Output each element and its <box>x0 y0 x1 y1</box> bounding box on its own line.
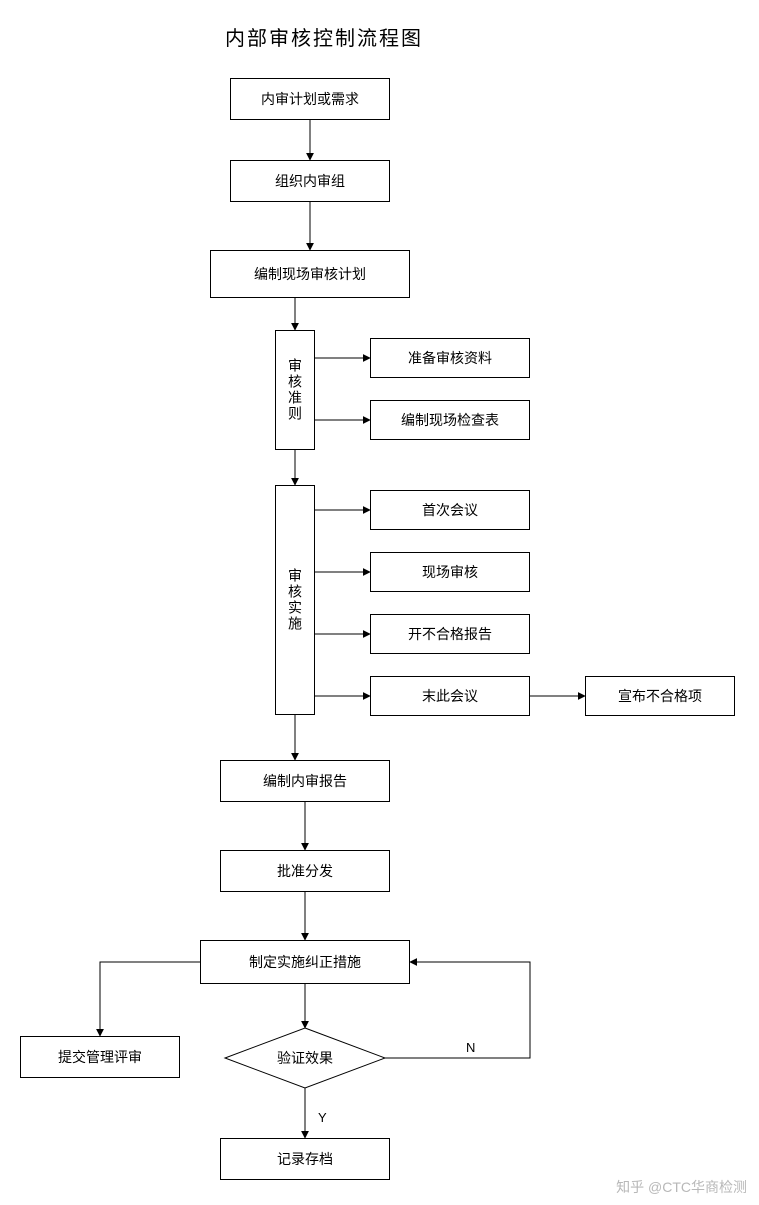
flowchart-canvas: 内部审核控制流程图 内审计划或需求组织内审组编制现场审核计划审核准则 准备审核资料… <box>0 0 759 1205</box>
node-n_approve: 批准分发 <box>220 850 390 892</box>
node-n_prep: 准备审核资料 <box>370 338 530 378</box>
node-n_plan: 内审计划或需求 <box>230 78 390 120</box>
node-n_team: 组织内审组 <box>230 160 390 202</box>
node-n_review: 提交管理评审 <box>20 1036 180 1078</box>
edge-n_corrective-to-n_review <box>100 962 200 1036</box>
node-n_siteplan: 编制现场审核计划 <box>210 250 410 298</box>
chart-title: 内部审核控制流程图 <box>225 22 423 51</box>
node-n_checklist: 编制现场检查表 <box>370 400 530 440</box>
node-n_exec: 审核实施 <box>275 485 315 715</box>
node-n_onsite: 现场审核 <box>370 552 530 592</box>
node-n_nc: 开不合格报告 <box>370 614 530 654</box>
edge-label-16: N <box>466 1040 475 1055</box>
node-n_report: 编制内审报告 <box>220 760 390 802</box>
node-n_last: 末此会议 <box>370 676 530 716</box>
node-n_archive: 记录存档 <box>220 1138 390 1180</box>
node-n_announce: 宣布不合格项 <box>585 676 735 716</box>
edge-label-17: Y <box>318 1110 327 1125</box>
node-n_first: 首次会议 <box>370 490 530 530</box>
node-n_criteria: 审核准则 <box>275 330 315 450</box>
node-n_corrective: 制定实施纠正措施 <box>200 940 410 984</box>
node-label-n_verify: 验证效果 <box>277 1048 333 1068</box>
watermark-text: 知乎 @CTC华商检测 <box>616 1177 747 1197</box>
